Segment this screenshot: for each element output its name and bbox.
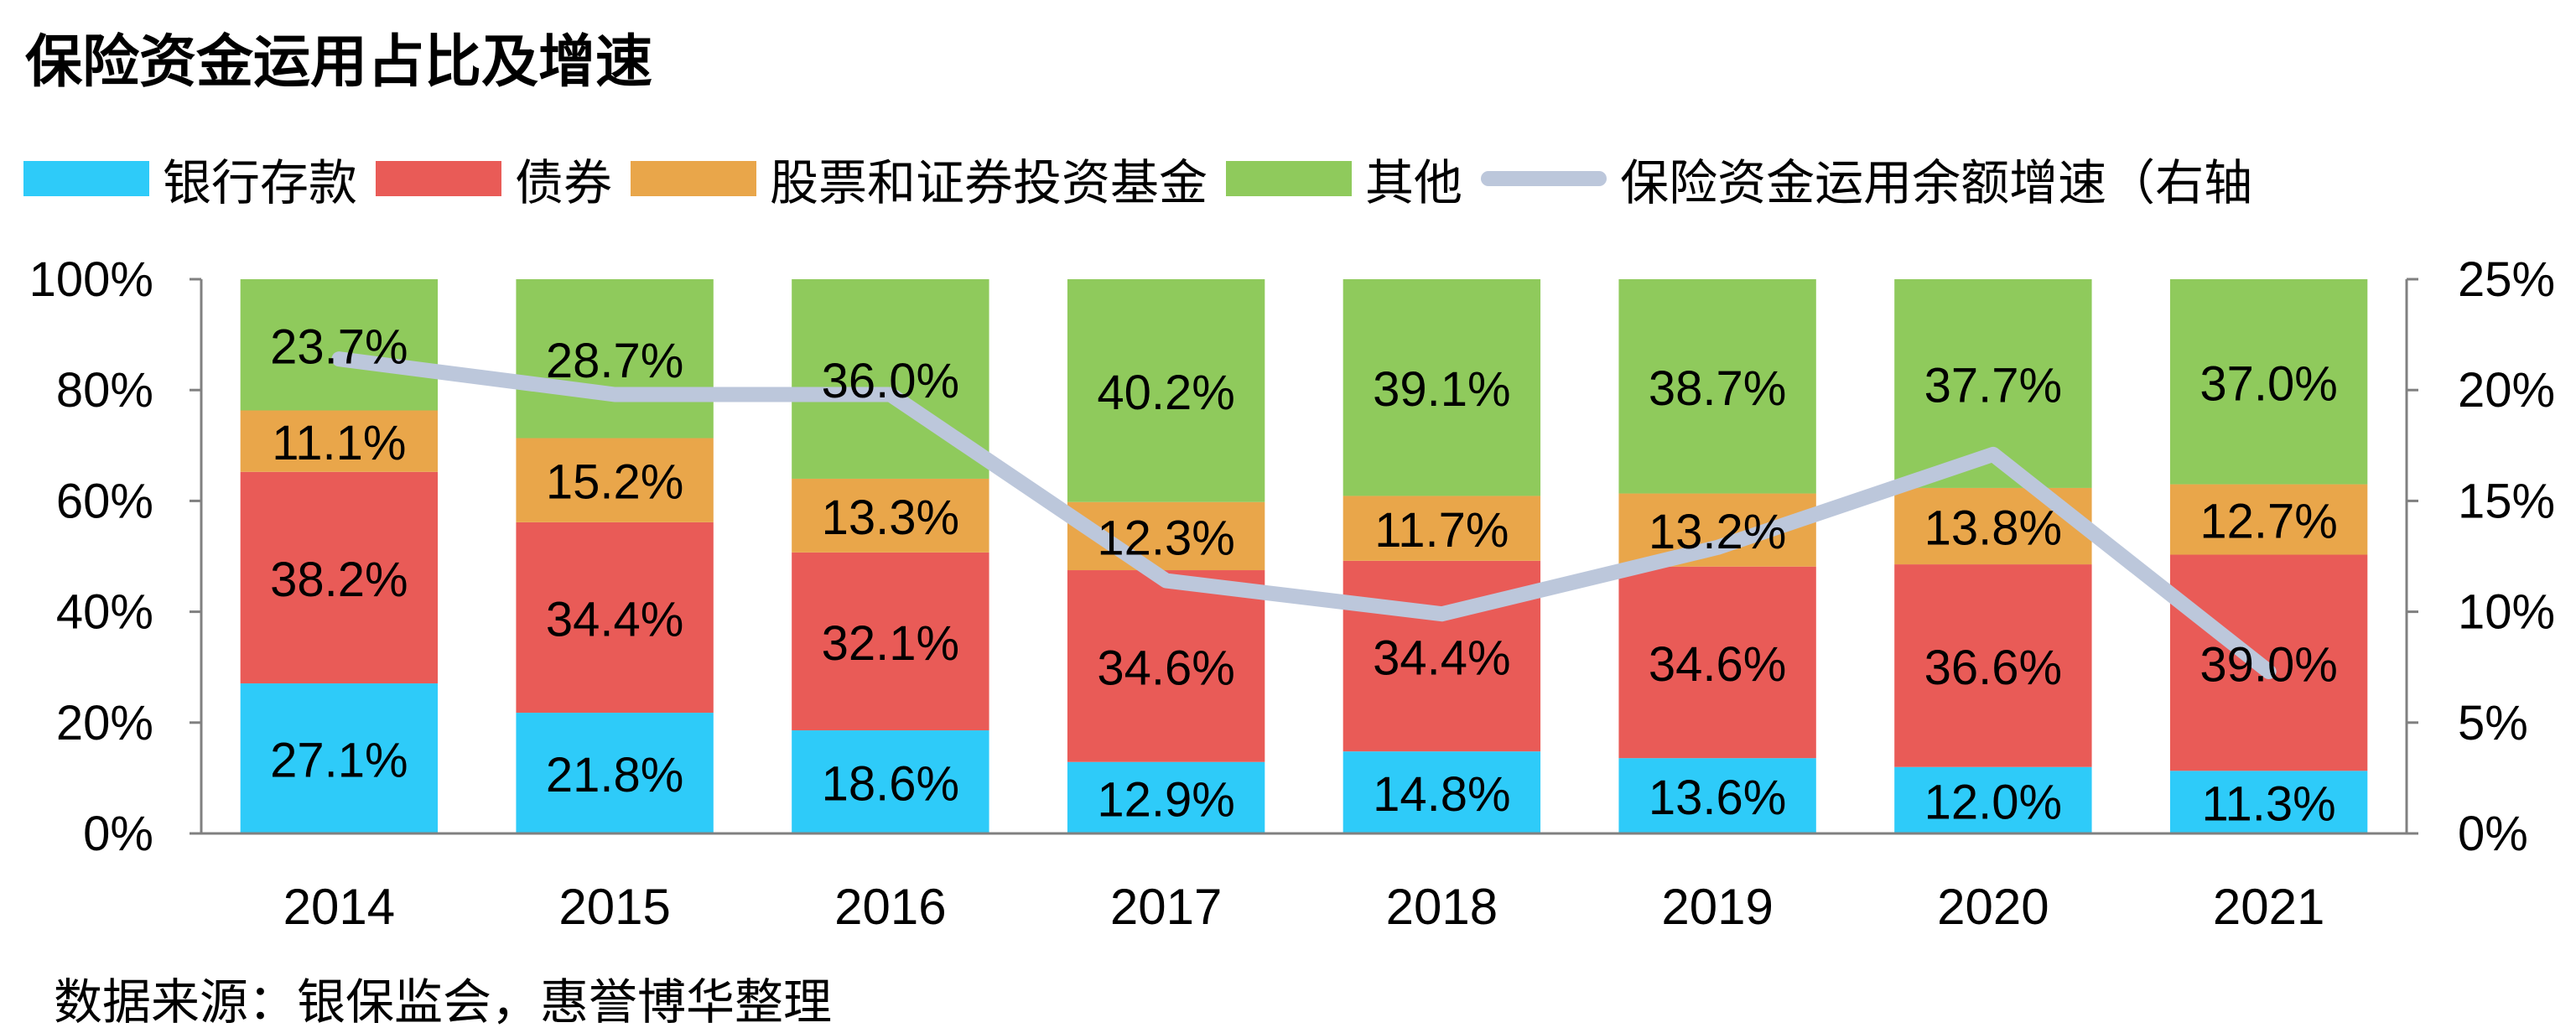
- data-label-3-0: 23.7%: [270, 319, 408, 374]
- bar-3-1: [516, 279, 714, 439]
- data-label-0-7: 11.3%: [2202, 777, 2336, 832]
- legend: 银行存款 债券 股票和证券投资基金 其他 保险资金运用余额增速（右轴: [23, 141, 2271, 216]
- data-label-3-4: 39.1%: [1373, 362, 1510, 417]
- data-label-1-2: 32.1%: [822, 616, 959, 671]
- legend-item-2: 股票和证券投资基金: [631, 143, 1208, 214]
- left-tick-label-2: 40%: [56, 585, 153, 640]
- bar-2-2: [792, 478, 989, 553]
- legend-swatch-3: [1226, 161, 1353, 196]
- bar-1-3: [1067, 570, 1265, 762]
- legend-swatch-1: [376, 161, 502, 196]
- data-label-1-3: 34.6%: [1097, 641, 1234, 695]
- data-label-1-6: 36.6%: [1924, 641, 2062, 695]
- right-tick-label-3: 15%: [2458, 474, 2555, 528]
- data-label-0-1: 21.8%: [546, 748, 683, 802]
- legend-swatch-2: [631, 161, 757, 196]
- bar-3-4: [1343, 279, 1541, 496]
- growth-line: [331, 351, 2277, 679]
- bar-1-6: [1894, 564, 2092, 767]
- legend-label-2: 股票和证券投资基金: [770, 154, 1208, 211]
- data-label-2-2: 13.3%: [822, 491, 959, 545]
- data-label-2-1: 15.2%: [546, 455, 683, 510]
- data-label-3-6: 37.7%: [1924, 358, 2062, 413]
- bar-1-1: [516, 522, 714, 714]
- legend-item-0: 银行存款: [23, 143, 357, 214]
- bar-1-2: [792, 552, 989, 731]
- data-label-0-3: 12.9%: [1097, 772, 1234, 827]
- data-label-1-1: 34.4%: [546, 592, 683, 646]
- x-tick-label-3: 2017: [1110, 879, 1222, 935]
- data-label-2-5: 13.2%: [1649, 505, 1786, 559]
- left-tick-label-5: 100%: [29, 252, 153, 307]
- left-tick-label-1: 20%: [56, 696, 153, 750]
- legend-item-line: 保险资金运用余额增速（右轴: [1481, 143, 2252, 214]
- x-tick-label-7: 2021: [2213, 879, 2324, 935]
- bar-0-2: [792, 730, 989, 833]
- data-label-3-1: 28.7%: [546, 334, 683, 388]
- data-label-0-4: 14.8%: [1373, 767, 1510, 822]
- right-tick-label-0: 0%: [2458, 807, 2528, 861]
- right-tick-label-5: 25%: [2458, 252, 2555, 307]
- bar-2-7: [2169, 484, 2368, 555]
- legend-label-3: 其他: [1365, 154, 1463, 211]
- bar-0-6: [1894, 766, 2092, 833]
- source-note: 数据来源：银保监会，惠誉博华整理: [54, 973, 833, 1030]
- data-label-3-3: 40.2%: [1097, 366, 1234, 420]
- legend-label-line: 保险资金运用余额增速（右轴: [1620, 154, 2253, 211]
- bar-3-3: [1067, 279, 1265, 502]
- right-tick-label-1: 5%: [2458, 696, 2528, 750]
- bar-0-1: [516, 713, 714, 833]
- x-tick-label-1: 2015: [558, 879, 670, 935]
- data-label-0-5: 13.6%: [1649, 771, 1786, 825]
- bar-1-0: [240, 471, 439, 684]
- bar-2-4: [1343, 496, 1541, 561]
- x-tick-label-4: 2018: [1386, 879, 1498, 935]
- x-tick-label-5: 2019: [1661, 879, 1773, 935]
- x-tick-label-6: 2020: [1937, 879, 2049, 935]
- data-label-1-4: 34.4%: [1373, 631, 1510, 685]
- x-tick-label-0: 2014: [283, 879, 395, 935]
- data-label-1-5: 34.6%: [1649, 637, 1786, 692]
- bar-3-5: [1618, 279, 1816, 494]
- data-label-0-0: 27.1%: [270, 734, 408, 788]
- bar-0-4: [1343, 751, 1541, 833]
- left-tick-label-0: 0%: [83, 807, 153, 861]
- x-tick-label-2: 2016: [834, 879, 946, 935]
- data-label-2-0: 11.1%: [272, 416, 406, 470]
- bar-0-7: [2169, 771, 2368, 833]
- legend-label-1: 债券: [515, 154, 613, 211]
- data-label-1-7: 39.0%: [2199, 637, 2337, 692]
- bar-1-5: [1618, 566, 1816, 759]
- data-label-2-3: 12.3%: [1097, 511, 1234, 565]
- data-label-2-6: 13.8%: [1924, 501, 2062, 556]
- legend-item-1: 债券: [376, 143, 612, 214]
- legend-item-3: 其他: [1226, 143, 1462, 214]
- data-label-0-6: 12.0%: [1924, 775, 2062, 829]
- legend-swatch-0: [23, 161, 149, 196]
- data-label-2-4: 11.7%: [1374, 503, 1509, 558]
- bar-0-3: [1067, 761, 1265, 833]
- bar-2-0: [240, 410, 439, 472]
- legend-line-swatch: [1481, 171, 1607, 186]
- left-tick-label-4: 80%: [56, 363, 153, 418]
- bar-3-0: [240, 279, 439, 411]
- bar-0-5: [1618, 758, 1816, 833]
- data-label-3-2: 36.0%: [822, 354, 959, 408]
- chart-title: 保险资金运用占比及增速: [25, 29, 653, 96]
- bar-3-7: [2169, 279, 2368, 485]
- data-label-0-2: 18.6%: [822, 757, 959, 812]
- left-tick-label-3: 60%: [56, 474, 153, 528]
- data-label-2-7: 12.7%: [2199, 495, 2337, 549]
- data-label-3-5: 38.7%: [1649, 361, 1786, 416]
- bar-2-1: [516, 438, 714, 522]
- right-tick-label-2: 10%: [2458, 585, 2555, 640]
- data-label-3-7: 37.0%: [2199, 356, 2337, 411]
- bar-0-0: [240, 683, 439, 833]
- legend-label-0: 银行存款: [163, 154, 358, 211]
- data-label-1-0: 38.2%: [270, 553, 408, 607]
- right-tick-label-4: 20%: [2458, 363, 2555, 418]
